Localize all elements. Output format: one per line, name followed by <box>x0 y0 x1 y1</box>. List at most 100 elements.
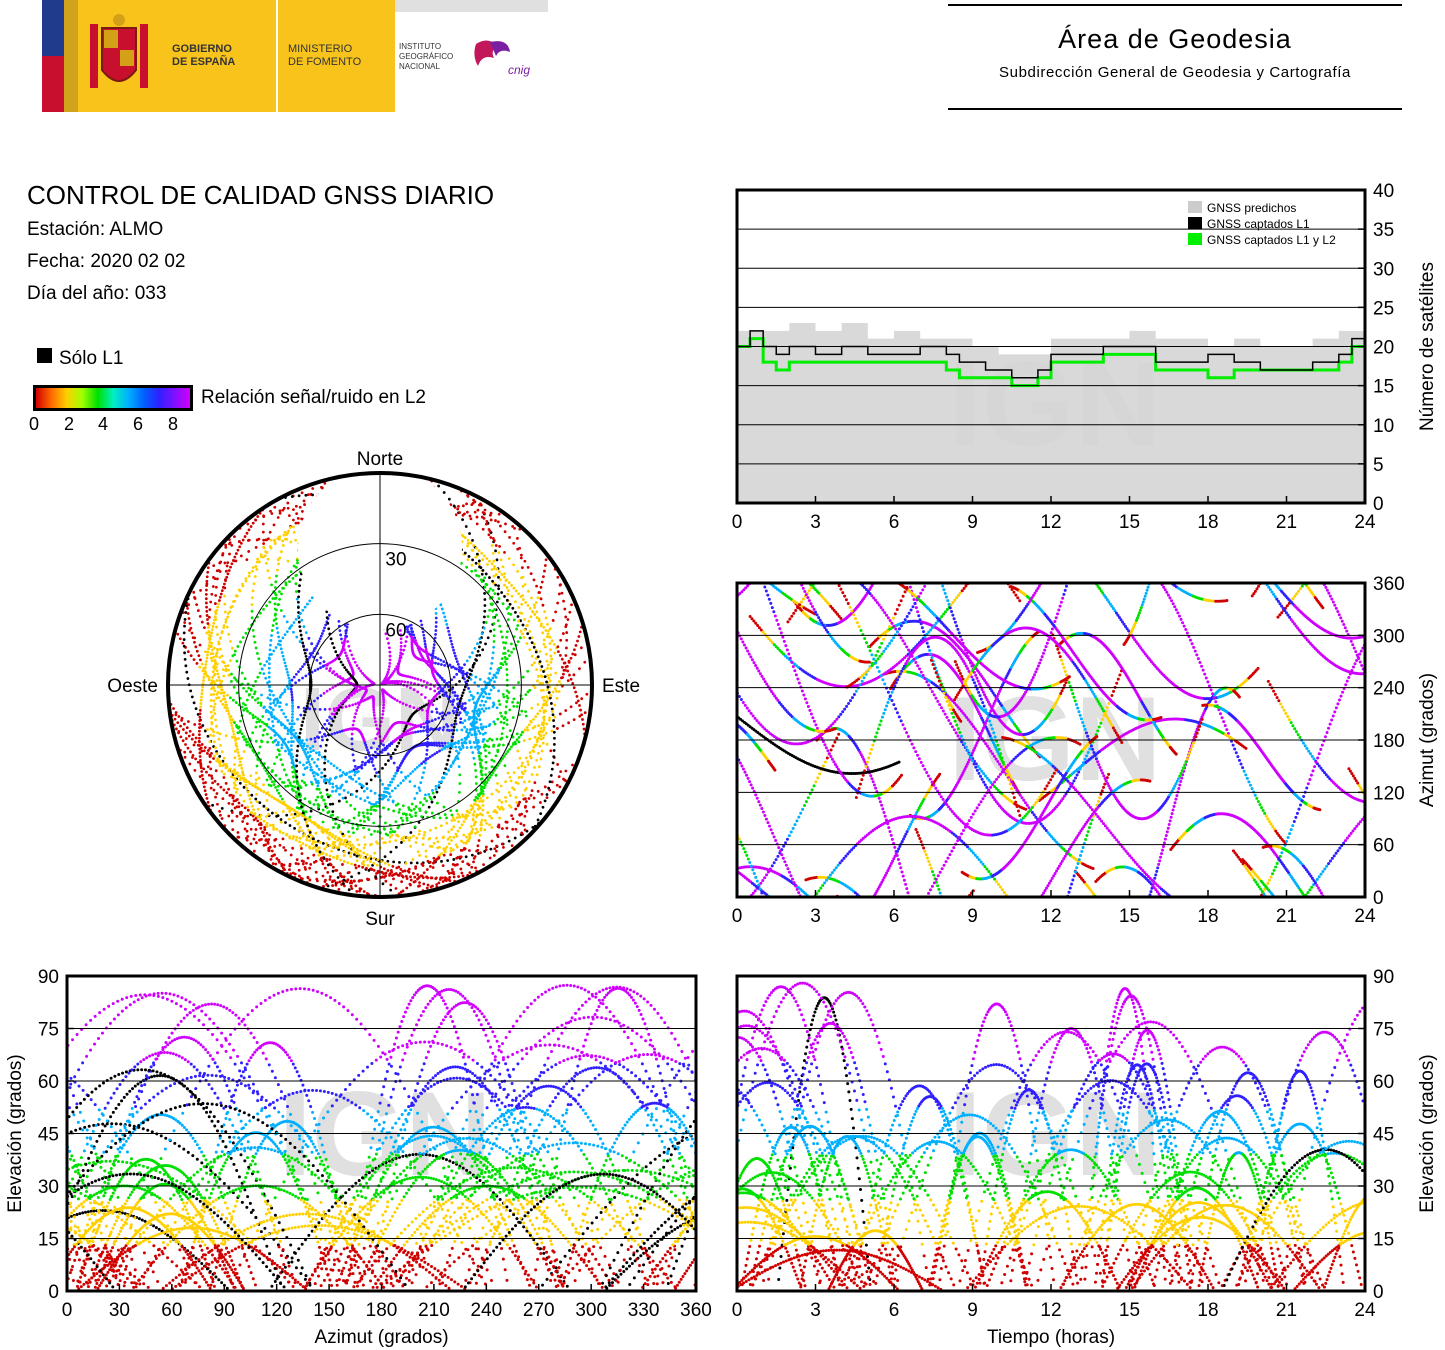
track-point <box>443 849 447 853</box>
track-point <box>271 720 274 723</box>
track-point <box>369 746 373 750</box>
track-point <box>427 805 431 809</box>
track-point <box>226 561 230 565</box>
track-point <box>313 647 317 651</box>
track-point <box>410 635 414 639</box>
area-title: Área de Geodesia <box>948 24 1402 55</box>
track-point <box>380 797 383 801</box>
track-point <box>256 819 260 823</box>
track-point <box>365 746 368 749</box>
track-point <box>224 700 228 704</box>
track-point <box>369 812 373 816</box>
snr-tick: 4 <box>98 414 108 435</box>
track-point <box>382 794 386 797</box>
track-point <box>432 643 436 647</box>
track-point <box>432 859 436 863</box>
track-point <box>292 728 296 732</box>
track-point <box>500 732 504 736</box>
track-point <box>340 838 343 842</box>
track-point <box>292 789 295 793</box>
track-point <box>466 735 470 738</box>
track-point <box>298 505 302 509</box>
track-point <box>361 811 365 815</box>
track-point <box>410 627 413 630</box>
track-point <box>275 827 279 831</box>
track-point <box>316 642 320 646</box>
track-point <box>355 664 359 667</box>
track-point <box>481 527 485 531</box>
track-point <box>506 589 510 592</box>
track-point <box>478 677 482 681</box>
track-point <box>415 765 419 769</box>
track-point <box>306 744 309 748</box>
track-point <box>413 879 417 883</box>
track-point <box>346 656 349 660</box>
track-point <box>509 642 513 646</box>
track-point <box>275 755 279 759</box>
track-point <box>469 517 473 521</box>
track-point <box>409 836 412 840</box>
track-point <box>429 727 433 731</box>
track-point <box>215 679 219 683</box>
track-point <box>382 696 385 700</box>
track-point <box>276 516 280 519</box>
track-point <box>290 678 294 682</box>
l1-only-swatch <box>37 348 52 363</box>
track-point <box>214 594 218 597</box>
track-point <box>487 589 491 593</box>
track-point <box>379 720 383 724</box>
track-point <box>335 766 339 770</box>
track-point <box>366 877 369 881</box>
track-point <box>183 624 186 628</box>
track-point <box>450 735 454 739</box>
track-point <box>360 783 363 787</box>
track-point <box>425 875 428 879</box>
track-point <box>283 868 286 872</box>
track-point <box>515 732 519 736</box>
track-point <box>206 626 210 629</box>
track-point <box>296 517 300 520</box>
track-point <box>284 715 288 719</box>
track-point <box>346 791 350 794</box>
track-point <box>331 782 335 786</box>
track-point <box>245 787 249 790</box>
cnig-logo-text: cnig <box>508 63 530 77</box>
track-point <box>200 743 204 746</box>
track-point <box>476 726 480 730</box>
track-point <box>460 849 464 852</box>
track-point <box>442 611 445 615</box>
track-point <box>292 765 296 769</box>
track-point <box>548 679 552 683</box>
track-point <box>325 689 329 693</box>
track-point <box>177 729 181 733</box>
track-point <box>489 602 493 606</box>
track-point <box>498 544 501 548</box>
track-point <box>209 600 213 604</box>
track-point <box>274 862 278 866</box>
track-point <box>208 760 212 764</box>
track-point <box>521 793 525 797</box>
track-point <box>468 717 472 721</box>
track-point <box>312 749 315 752</box>
track-point <box>186 720 190 723</box>
track-point <box>452 875 456 879</box>
track-point <box>269 777 273 781</box>
track-point <box>300 847 303 850</box>
track-point <box>511 817 515 821</box>
track-point <box>229 659 232 663</box>
track-point <box>494 773 498 777</box>
track-point <box>538 709 542 713</box>
track-point <box>207 615 211 619</box>
track-point <box>344 705 348 709</box>
track-point <box>539 597 543 601</box>
track-point <box>372 711 376 714</box>
track-point <box>492 622 496 626</box>
track-point <box>481 558 485 562</box>
track-point <box>230 724 234 727</box>
track-point <box>387 646 391 650</box>
track-point <box>411 858 415 861</box>
track-point <box>422 871 426 875</box>
track-point <box>293 872 297 876</box>
track-point <box>267 838 271 841</box>
track-point <box>526 728 530 732</box>
